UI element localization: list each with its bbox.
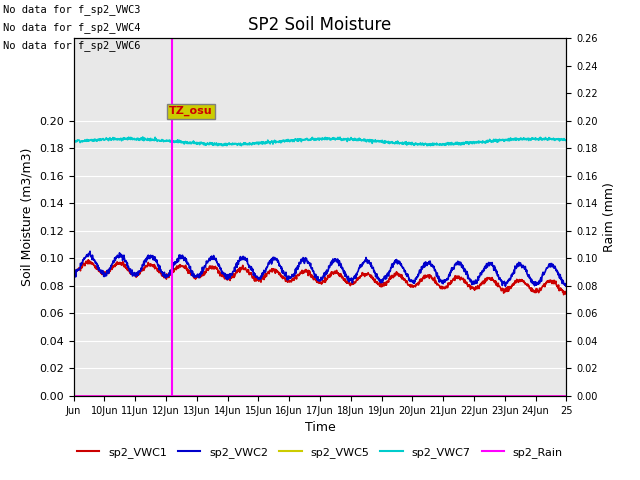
Text: No data for f_sp2_VWC4: No data for f_sp2_VWC4: [3, 22, 141, 33]
Y-axis label: Raim (mm): Raim (mm): [604, 182, 616, 252]
Y-axis label: Soil Moisture (m3/m3): Soil Moisture (m3/m3): [20, 148, 33, 287]
Text: TZ_osu: TZ_osu: [169, 106, 212, 116]
Title: SP2 Soil Moisture: SP2 Soil Moisture: [248, 16, 392, 34]
Text: No data for f_sp2_VWC3: No data for f_sp2_VWC3: [3, 4, 141, 15]
X-axis label: Time: Time: [305, 421, 335, 434]
Legend: sp2_VWC1, sp2_VWC2, sp2_VWC5, sp2_VWC7, sp2_Rain: sp2_VWC1, sp2_VWC2, sp2_VWC5, sp2_VWC7, …: [72, 442, 568, 462]
Text: No data for f_sp2_VWC6: No data for f_sp2_VWC6: [3, 40, 141, 51]
